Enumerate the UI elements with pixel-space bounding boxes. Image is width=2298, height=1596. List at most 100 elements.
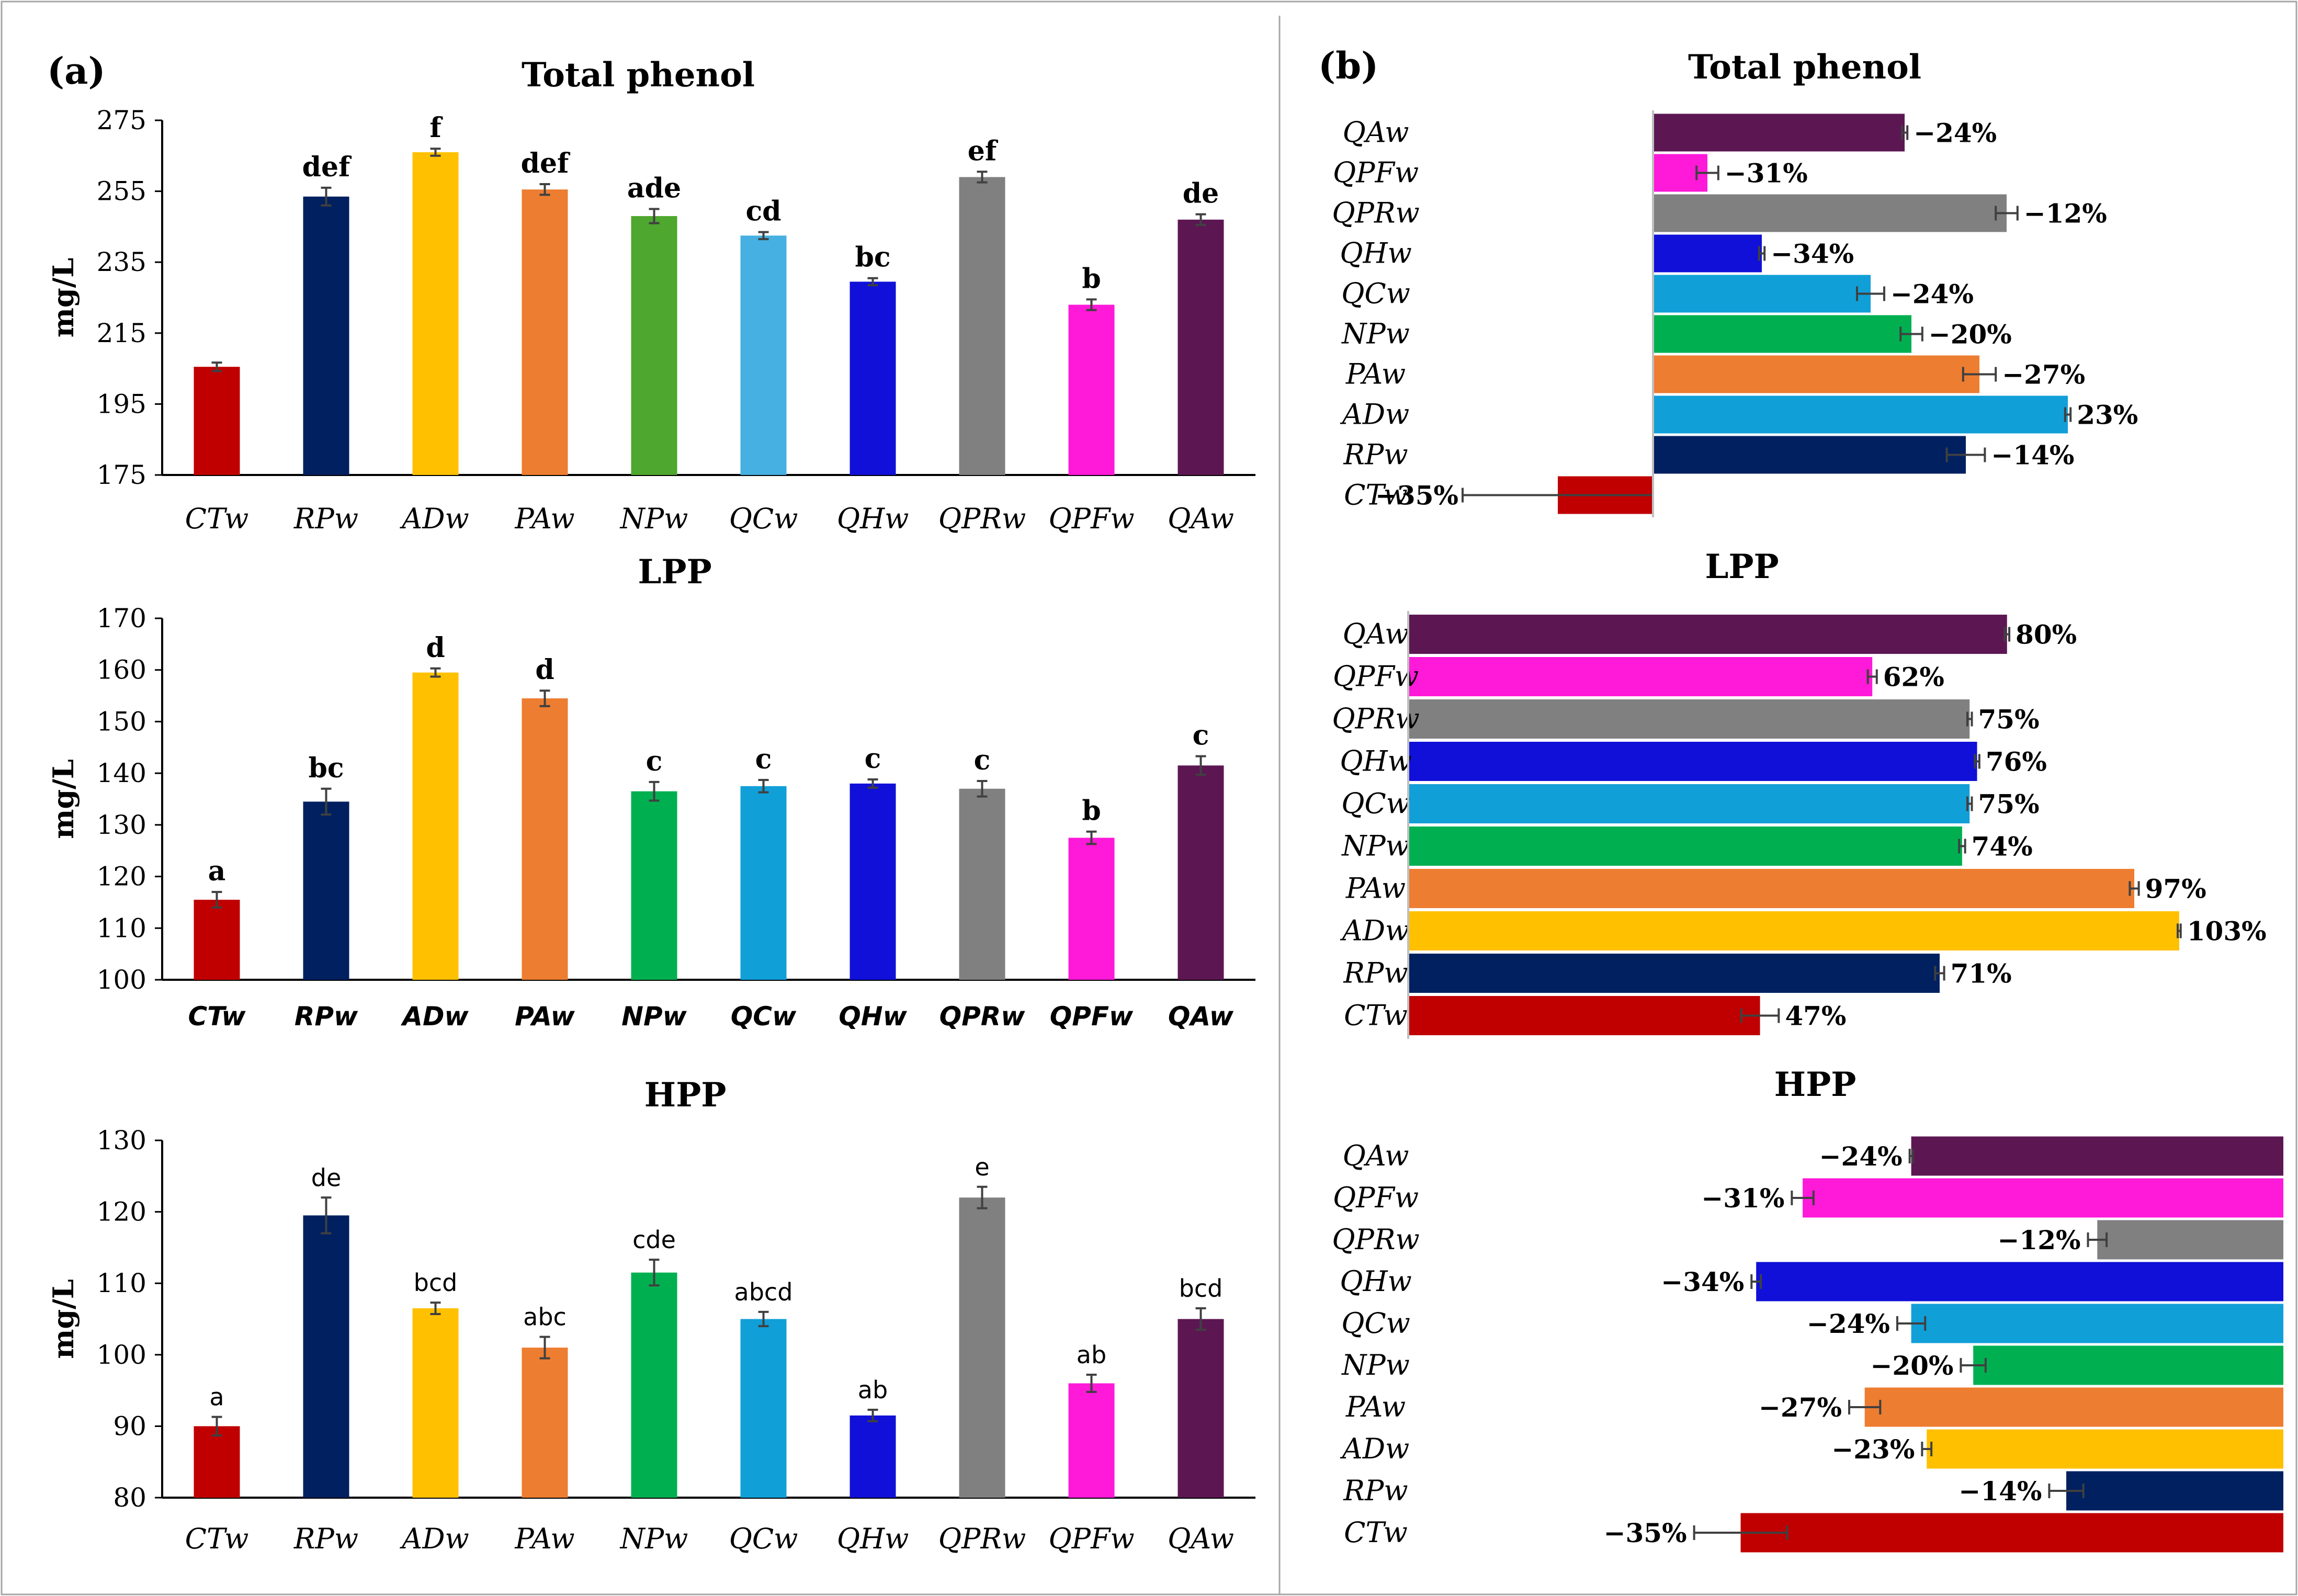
y-tick-label: 175 <box>97 460 146 490</box>
data-label-QPFw: 62% <box>1883 662 1944 693</box>
bar-QHw <box>1756 1262 2283 1301</box>
chart-title: LPP <box>638 552 711 592</box>
y-tick-label-RPw: RPw <box>1343 438 1408 471</box>
bar-QPRw <box>959 788 1005 980</box>
y-tick-label-QPRw: QPRw <box>1332 197 1419 230</box>
significance-letter-QPFw: b <box>1082 263 1101 295</box>
bar-RPw <box>303 1215 349 1498</box>
significance-letter-PAw: abc <box>523 1303 567 1331</box>
bar-ADw <box>412 672 459 980</box>
significance-letter-ADw: d <box>426 632 445 664</box>
data-label-RPw: −14% <box>1991 440 2074 471</box>
bar-CTw <box>1408 996 1760 1035</box>
bar-ADw <box>412 1308 459 1498</box>
significance-letter-QHw: bc <box>855 242 890 274</box>
x-tick-label-QHw: QHw <box>837 502 909 535</box>
x-tick-label-QPRw: QPRw <box>938 1522 1026 1555</box>
y-tick-label-QPFw: QPFw <box>1333 156 1419 189</box>
x-tick-label-QPRw: QPRw <box>938 502 1026 535</box>
bar-NPw <box>631 791 677 980</box>
chart-title: HPP <box>1774 1065 1856 1104</box>
x-tick-label-RPw: RPw <box>293 1522 358 1555</box>
y-tick-label: 195 <box>97 389 146 419</box>
bar-QAw <box>1911 1136 2283 1176</box>
x-tick-label-QCw: QCw <box>731 1001 797 1032</box>
y-tick-label: 130 <box>97 1125 146 1156</box>
y-tick-label-ADw: ADw <box>1340 398 1410 431</box>
bar-QAw <box>1178 765 1224 980</box>
y-tick-label-CTw: CTw <box>1344 999 1408 1032</box>
data-label-NPw: 74% <box>1972 831 2033 862</box>
data-label-QPRw: −12% <box>1998 1225 2081 1255</box>
data-label-RPw: 71% <box>1951 958 2012 989</box>
y-tick-label-QHw: QHw <box>1340 745 1412 778</box>
bar-chart-a3: HPP mg/L 80 90 100 110 120 130 a CTw de RPw bcd ADw ab… <box>47 1076 1255 1555</box>
bar-CTw <box>194 367 240 475</box>
x-tick-label-QCw: QCw <box>729 502 798 535</box>
bar-PAw <box>522 698 568 980</box>
bar-QHw <box>850 281 896 475</box>
y-tick-label-ADw: ADw <box>1340 1432 1410 1465</box>
x-tick-label-CTw: CTw <box>188 1001 246 1032</box>
x-tick-label-CTw: CTw <box>185 1522 249 1555</box>
significance-letter-ADw: f <box>429 112 443 144</box>
x-tick-label-PAw: PAw <box>514 502 574 535</box>
bar-QPRw <box>959 177 1005 476</box>
data-label-NPw: −20% <box>1870 1350 1953 1381</box>
y-tick-label: 235 <box>97 247 146 277</box>
bar-PAw <box>1653 355 1979 393</box>
data-label-NPw: −20% <box>1929 319 2012 350</box>
bar-QAw <box>1408 615 2007 654</box>
y-tick-label: 130 <box>97 810 146 840</box>
data-label-QCw: −24% <box>1891 279 1974 310</box>
bar-PAw <box>522 1348 568 1498</box>
bar-CTw <box>194 1426 240 1498</box>
bar-QHw <box>1408 742 1977 781</box>
bar-QPRw <box>1653 194 2007 232</box>
data-label-ADw: 103% <box>2187 916 2267 947</box>
x-tick-label-QPRw: QPRw <box>939 1001 1026 1032</box>
y-tick-label: 100 <box>97 1340 146 1370</box>
y-tick-label: 170 <box>97 603 146 633</box>
x-tick-label-QPFw: QPFw <box>1050 1001 1134 1032</box>
bar-CTw <box>194 899 240 980</box>
significance-letter-ADw: bcd <box>414 1269 458 1297</box>
data-label-CTw: −35% <box>1375 480 1458 511</box>
y-tick-label-CTw: CTw <box>1344 479 1408 512</box>
y-tick-label: 110 <box>97 1268 146 1298</box>
bar-NPw <box>1408 827 1962 866</box>
x-tick-label-NPw: NPw <box>621 1001 687 1032</box>
y-tick-label-RPw: RPw <box>1343 957 1408 990</box>
bar-QPFw <box>1408 657 1873 696</box>
bar-QCw <box>740 1319 787 1498</box>
y-tick-label-QHw: QHw <box>1340 1265 1412 1298</box>
y-tick-label: 140 <box>97 758 146 788</box>
bar-NPw <box>631 216 677 475</box>
x-tick-label-NPw: NPw <box>619 502 688 535</box>
y-tick-label-NPw: NPw <box>1341 318 1410 350</box>
data-label-QPRw: −12% <box>2024 198 2107 229</box>
x-tick-label-ADw: ADw <box>399 502 469 535</box>
y-axis-label: mg/L <box>47 258 80 338</box>
x-tick-label-QCw: QCw <box>729 1522 798 1555</box>
y-axis-label: mg/L <box>47 1279 80 1359</box>
significance-letter-RPw: bc <box>308 752 344 784</box>
bar-QAw <box>1178 219 1224 475</box>
significance-letter-NPw: cde <box>632 1226 676 1254</box>
y-tick-label: 120 <box>97 1197 146 1227</box>
significance-letter-QCw: abcd <box>734 1278 793 1306</box>
bar-RPw <box>1653 436 1966 474</box>
data-label-QCw: 75% <box>1978 789 2040 820</box>
bar-QPFw <box>1803 1178 2283 1218</box>
significance-letter-PAw: d <box>535 654 554 686</box>
bar-RPw <box>303 196 349 475</box>
bar-QCw <box>740 786 787 980</box>
data-label-PAw: −27% <box>2002 359 2085 390</box>
y-tick-label-QPFw: QPFw <box>1333 1181 1419 1214</box>
data-label-ADw: −23% <box>1831 1434 1915 1465</box>
y-tick-label-PAw: PAw <box>1345 358 1406 391</box>
x-tick-label-QHw: QHw <box>837 1522 909 1555</box>
y-tick-label-NPw: NPw <box>1341 1349 1410 1382</box>
significance-letter-QHw: c <box>865 743 881 775</box>
bar-PAw <box>522 189 568 476</box>
